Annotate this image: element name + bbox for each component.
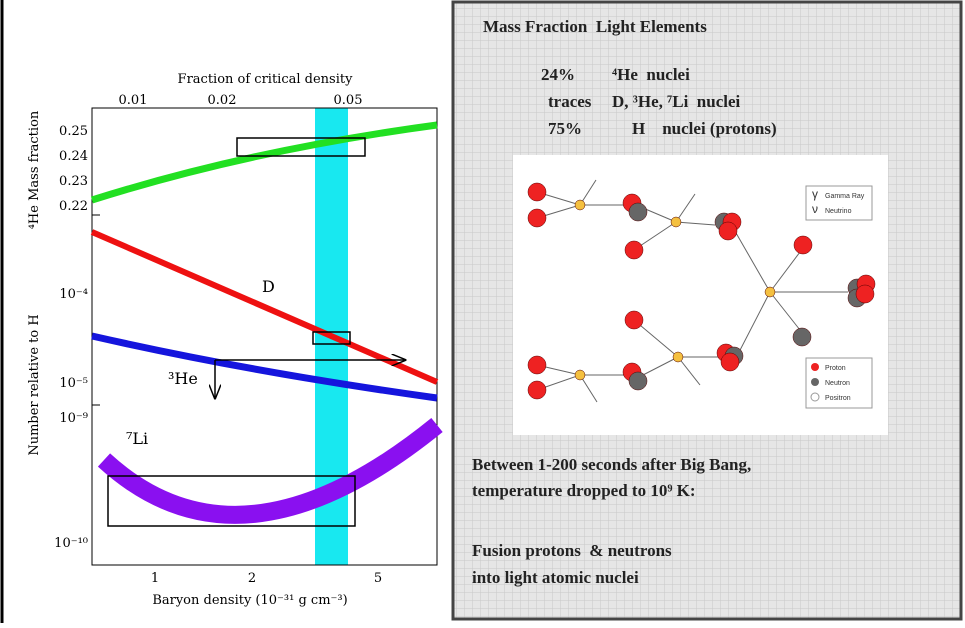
- number-tick: 10⁻⁴: [59, 287, 88, 302]
- species: H nuclei (protons): [632, 119, 777, 138]
- legend-text: Neutrino: [825, 208, 852, 215]
- number-axis-label: Number relative to H: [27, 314, 42, 455]
- bottom-tick: 2: [248, 571, 256, 586]
- bottom-tick: 1: [151, 571, 159, 586]
- panel: Mass Fraction Light Elements 24% ⁴He nuc…: [453, 2, 961, 619]
- number-tick: 10⁻⁹: [59, 411, 88, 426]
- top-tick: 0.01: [119, 93, 148, 108]
- li-band: [104, 425, 437, 515]
- legend-symbol: γ: [812, 187, 818, 201]
- he-axis-label: ⁴He Mass fraction: [27, 110, 42, 229]
- he-tick: 0.23: [59, 174, 88, 189]
- amount: traces: [548, 92, 592, 111]
- top-axis-label: Fraction of critical density: [178, 72, 354, 87]
- curve-label: D: [262, 277, 275, 296]
- he-tick: 0.25: [59, 124, 88, 139]
- legend-swatch: [811, 378, 819, 386]
- legend-symbol: ν: [812, 202, 818, 216]
- number-tick: 10⁻¹⁰: [54, 536, 88, 551]
- panel-title: Mass Fraction Light Elements: [483, 17, 707, 36]
- legend-text: Gamma Ray: [825, 193, 865, 200]
- note: Between 1-200 seconds after Big Bang,: [472, 455, 751, 474]
- legend-swatch: [811, 363, 819, 371]
- note: Fusion protons & neutrons: [472, 541, 672, 560]
- species: D, ³He, ⁷Li nuclei: [612, 92, 741, 111]
- note: temperature dropped to 10⁹ K:: [472, 481, 696, 500]
- bottom-tick: 5: [374, 571, 382, 586]
- legend-text: Proton: [825, 365, 846, 372]
- top-tick: 0.05: [334, 93, 363, 108]
- he-curve: [92, 125, 437, 200]
- he-tick: 0.24: [59, 149, 88, 164]
- he3-curve: [92, 336, 437, 398]
- curve-label: ⁷Li: [126, 429, 148, 448]
- legend-text: Neutron: [825, 380, 850, 387]
- species: ⁴He nuclei: [612, 65, 690, 84]
- slide: Fraction of critical density 0.01 0.02 0…: [0, 0, 965, 623]
- curve-label: ³He: [168, 369, 198, 388]
- amount: 24%: [541, 65, 575, 84]
- top-tick: 0.02: [208, 93, 237, 108]
- note: into light atomic nuclei: [472, 568, 639, 587]
- he-tick: 0.22: [59, 199, 88, 214]
- figure: Fraction of critical density 0.01 0.02 0…: [2, 0, 437, 623]
- amount: 75%: [548, 119, 582, 138]
- legend-swatch: [811, 393, 819, 401]
- legend-text: Positron: [825, 395, 851, 402]
- number-tick: 10⁻⁵: [59, 376, 88, 391]
- x-axis-label: Baryon density (10⁻³¹ g cm⁻³): [152, 593, 347, 608]
